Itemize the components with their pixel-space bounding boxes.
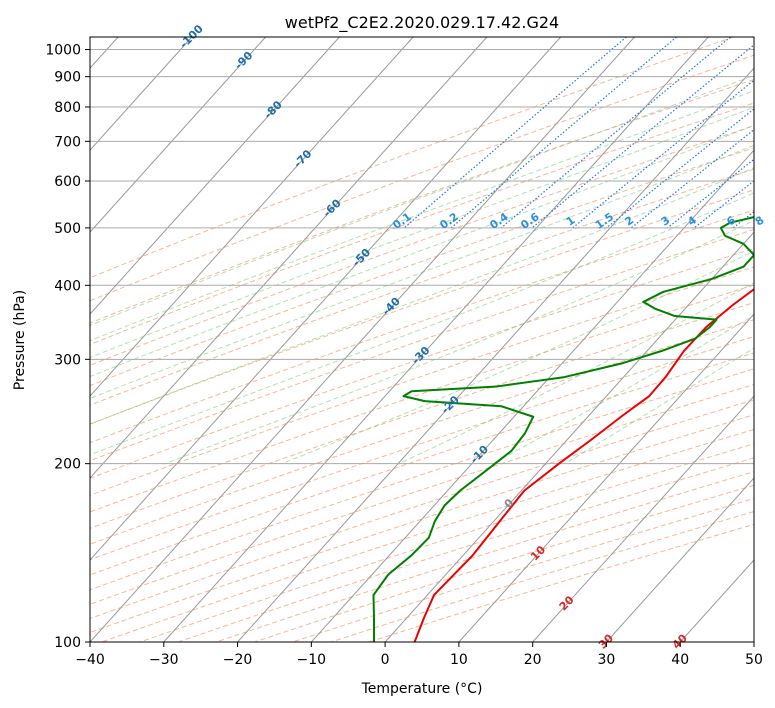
- dry-adiabat: [254, 484, 754, 642]
- isotherm: [237, 67, 754, 642]
- moist-adiabat: [164, 220, 754, 465]
- y-tick-label: 300: [54, 352, 81, 368]
- dry-adiabat: [90, 266, 754, 496]
- isotherm: [606, 477, 754, 642]
- mixing-ratio-line: [531, 44, 754, 229]
- dry-adiabat: [90, 228, 754, 462]
- isotherm: [90, 37, 414, 397]
- mixing-ratio-line: [606, 108, 754, 229]
- isotherm: [163, 37, 709, 642]
- y-axis-ticks: 100 200 300 400 500 600 700 800 900 1000: [45, 43, 90, 651]
- dry-adiabat: [90, 102, 754, 346]
- mixing-ratio-line: [572, 79, 754, 229]
- isotherm: [90, 37, 193, 151]
- dry-adiabat: [90, 319, 754, 545]
- chart-title: wetPf2_C2E2.2020.029.17.42.G24: [285, 13, 559, 33]
- dry-adiabat: [90, 209, 754, 444]
- dry-adiabat: [90, 335, 754, 561]
- dry-adiabat: [90, 125, 754, 366]
- dry-adiabat: [90, 54, 754, 302]
- y-tick-label: 600: [54, 174, 81, 190]
- mixing-ratio-label: 2: [622, 214, 636, 229]
- dry-adiabat: [90, 414, 754, 634]
- isotherm: [90, 37, 488, 479]
- background-lines: [90, 37, 775, 642]
- isotherm: [384, 231, 754, 642]
- mixing-ratio-label: 10: [772, 211, 775, 231]
- mixing-ratio-label: 1: [564, 214, 578, 229]
- y-tick-label: 1000: [45, 43, 81, 59]
- moist-adiabat: [564, 347, 754, 465]
- isotherm: [310, 149, 754, 642]
- dry-adiabat: [90, 79, 754, 324]
- x-tick-label: −20: [223, 652, 253, 668]
- dry-adiabat: [90, 352, 754, 576]
- line-labels: 0.10.20.40.611.52346810131620253036-100-…: [177, 22, 775, 652]
- dry-adiabat: [368, 523, 754, 642]
- moist-adiabat: [90, 90, 754, 342]
- isotherm: [458, 313, 754, 642]
- mixing-ratio-line: [450, 37, 677, 229]
- y-tick-label: 500: [54, 221, 81, 237]
- mixing-ratio-label: 0.4: [487, 210, 511, 232]
- plot-frame: [89, 36, 755, 643]
- mixing-ratio-line: [403, 37, 627, 229]
- pressure-grid: [90, 49, 754, 642]
- mixing-ratio-line: [762, 37, 775, 228]
- y-tick-label: 100: [54, 635, 81, 651]
- isotherm: [532, 395, 754, 642]
- y-tick-label: 800: [54, 100, 81, 116]
- dry-adiabat: [90, 368, 754, 591]
- y-tick-label: 700: [54, 134, 81, 150]
- y-tick-label: 900: [54, 70, 81, 86]
- dry-adiabat: [90, 302, 754, 529]
- x-tick-label: 20: [524, 652, 542, 668]
- x-tick-label: 0: [381, 652, 390, 668]
- profile-lines: [372, 216, 754, 642]
- moist-adiabat: [90, 144, 754, 399]
- dry-adiabat: [90, 147, 754, 387]
- dry-adiabat: [90, 247, 754, 479]
- dry-adiabat: [90, 383, 754, 605]
- isotherm: [90, 37, 340, 315]
- x-tick-label: −10: [297, 652, 327, 668]
- y-axis-label: Pressure (hPa): [12, 290, 28, 390]
- x-tick-label: −30: [149, 652, 179, 668]
- x-tick-label: −40: [75, 652, 105, 668]
- isotherm: [90, 37, 562, 561]
- dry-adiabat: [90, 189, 754, 425]
- x-tick-label: 30: [598, 652, 616, 668]
- y-tick-label: 200: [54, 457, 81, 473]
- mixing-ratio-line: [667, 158, 754, 229]
- y-tick-label: 400: [54, 278, 81, 294]
- isotherm: [753, 641, 754, 642]
- moist-adiabat: [492, 314, 754, 465]
- moist-adiabat: [90, 74, 754, 326]
- mixing-ratio-label: 4: [685, 213, 699, 228]
- dry-adiabat: [101, 428, 754, 642]
- mixing-ratio-label: 0.6: [518, 210, 542, 232]
- moist-adiabat: [90, 167, 754, 425]
- mixing-ratio-label: 1.5: [593, 210, 616, 232]
- x-tick-label: 40: [671, 652, 689, 668]
- dry-adiabat: [90, 284, 754, 513]
- temperature-line: [413, 287, 754, 642]
- mixing-ratio-label: 8: [753, 214, 767, 229]
- dry-adiabat: [90, 168, 754, 406]
- moist-adiabat: [90, 106, 754, 359]
- dewpoint-line: [372, 216, 754, 642]
- mixing-ratio-line: [500, 37, 731, 229]
- x-tick-label: 10: [450, 652, 468, 668]
- x-axis-label: Temperature (°C): [361, 681, 483, 697]
- x-tick-label: 50: [745, 652, 763, 668]
- moist-adiabat: [90, 124, 754, 378]
- mixing-ratio-label: 0.2: [437, 210, 460, 232]
- isotherm: [90, 37, 635, 642]
- x-axis-ticks: −40 −30 −20 −10 0 10 20 30 40 50: [75, 642, 763, 668]
- isotherm: [90, 37, 266, 233]
